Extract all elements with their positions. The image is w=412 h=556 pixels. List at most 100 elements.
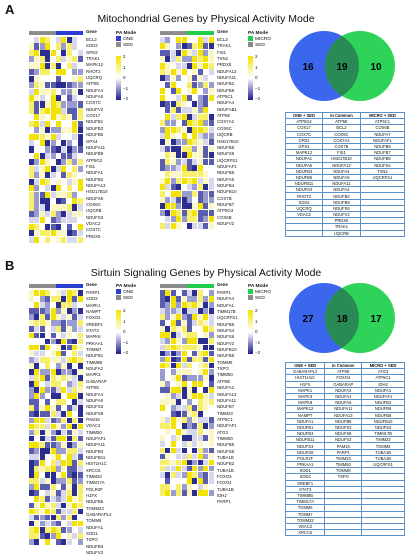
heatmap-cell — [56, 127, 62, 134]
heatmap-cell — [165, 314, 171, 320]
gene-label: COX7A2 — [217, 119, 234, 125]
scale-tick: 0 — [255, 329, 258, 334]
heatmap-cell — [77, 146, 83, 153]
heatmap-cell — [34, 387, 40, 393]
heatmap-cell — [77, 387, 83, 393]
heatmap-cell — [203, 296, 209, 302]
heatmap-cell — [192, 145, 198, 152]
heatmap-cell — [29, 191, 35, 198]
heatmap-cell — [50, 417, 56, 424]
heatmap-cell — [208, 290, 214, 296]
heatmap-cell — [165, 290, 171, 296]
heatmap-cell — [56, 490, 62, 497]
heatmap-cell — [187, 435, 193, 442]
table-row: GPD2 COX7A2 NDUFAF1 — [284, 136, 406, 144]
heatmap-cell — [39, 514, 45, 521]
heatmap-cell — [160, 197, 166, 204]
heatmap-cell — [160, 411, 166, 417]
heatmap-cell — [34, 314, 40, 321]
heatmap-cell — [176, 453, 182, 460]
gene-label: GPX4 — [86, 138, 98, 144]
heatmap-cell — [192, 350, 198, 357]
heatmap-cell — [56, 472, 62, 478]
heatmap-cell — [66, 393, 72, 399]
heatmap-cell — [72, 37, 78, 44]
gene-label: PRDX5 — [217, 62, 232, 68]
heatmap-cell — [39, 308, 45, 314]
heatmap-cell — [56, 69, 62, 76]
heatmap-cell — [39, 326, 45, 333]
heatmap-cell — [45, 375, 51, 381]
heatmap-cell — [45, 69, 51, 76]
heatmap-cell — [50, 37, 56, 44]
heatmap-cell — [165, 362, 171, 369]
gene-label: FIS1 — [217, 49, 227, 55]
gene-label: FOXO3 — [217, 473, 232, 479]
scale-tick: −1 — [123, 339, 129, 345]
heatmap-cell — [61, 296, 67, 302]
table-row: COX7C COX6C NDUFA7 — [284, 130, 406, 138]
heatmap-cell — [45, 338, 51, 345]
heatmap-cell — [170, 380, 176, 387]
heatmap-cell — [45, 520, 51, 527]
heatmap-cell — [187, 483, 193, 490]
heatmap-cell — [176, 165, 182, 172]
heatmap-cell — [197, 338, 203, 345]
heatmap-cell — [34, 152, 40, 159]
heatmap-cell — [56, 82, 62, 89]
heatmap-cell — [39, 447, 45, 454]
heatmap-cell — [187, 386, 193, 393]
heatmap-cell — [77, 526, 83, 533]
scale-tick: 2 — [255, 54, 258, 59]
heatmap-cell — [56, 466, 62, 472]
heatmap-cell — [170, 453, 176, 460]
legend-item-sed: SED — [248, 41, 271, 48]
heatmap-cell — [50, 387, 56, 393]
heatmap-cell — [208, 94, 214, 101]
heatmap-cell — [176, 126, 182, 133]
heatmap-cell — [39, 314, 45, 321]
heatmap-cell — [77, 375, 83, 381]
heatmap-cell — [72, 447, 78, 454]
heatmap-cell — [187, 344, 193, 351]
heatmap-cell — [50, 290, 56, 296]
a-gene-table: ONE + SED In Common MICRO + SED ATP5G2 ATP5E… — [284, 111, 406, 237]
heatmap-cell — [66, 223, 72, 230]
gene-label: POLR2F — [86, 486, 103, 492]
heatmap-cell — [77, 362, 83, 369]
heatmap-cell — [66, 43, 72, 50]
heatmap-cell — [165, 43, 171, 50]
gene-label: UQCRFS1 — [217, 157, 238, 163]
heatmap-cell — [197, 177, 203, 184]
heatmap-cell — [29, 356, 35, 363]
heatmap-cell — [34, 101, 40, 108]
heatmap-cell — [160, 37, 166, 44]
heatmap-cell — [160, 43, 166, 50]
heatmap-cell — [39, 320, 45, 327]
heatmap-cell — [197, 222, 203, 229]
heatmap-cell — [170, 171, 176, 178]
heatmap-cell — [39, 178, 45, 185]
heatmap-cell — [72, 172, 78, 179]
heatmap-cell — [160, 88, 166, 95]
heatmap-cell — [187, 133, 193, 140]
heatmap-cell — [176, 145, 182, 152]
gene-label: NDUFA5 — [217, 176, 234, 182]
heatmap-cell — [50, 399, 56, 406]
legend-sed-label: SED — [255, 42, 265, 48]
gene-label: PAM16 — [86, 416, 100, 422]
table-row: POLR2F TIMM23 TUBA1B — [284, 454, 405, 463]
heatmap-cell — [170, 203, 176, 210]
heatmap-cell — [170, 356, 176, 363]
heatmap-cell — [61, 152, 67, 159]
gene-label: NDUFB2 — [86, 176, 104, 182]
heatmap-cell — [34, 332, 40, 339]
heatmap-cell — [170, 222, 176, 229]
heatmap-cell — [176, 190, 182, 197]
heatmap-cell — [61, 191, 67, 198]
heatmap-cell — [56, 496, 62, 503]
heatmap-cell — [77, 296, 83, 302]
heatmap-cell — [56, 441, 62, 448]
heatmap-cell — [165, 158, 171, 165]
heatmap-cell — [203, 386, 209, 393]
